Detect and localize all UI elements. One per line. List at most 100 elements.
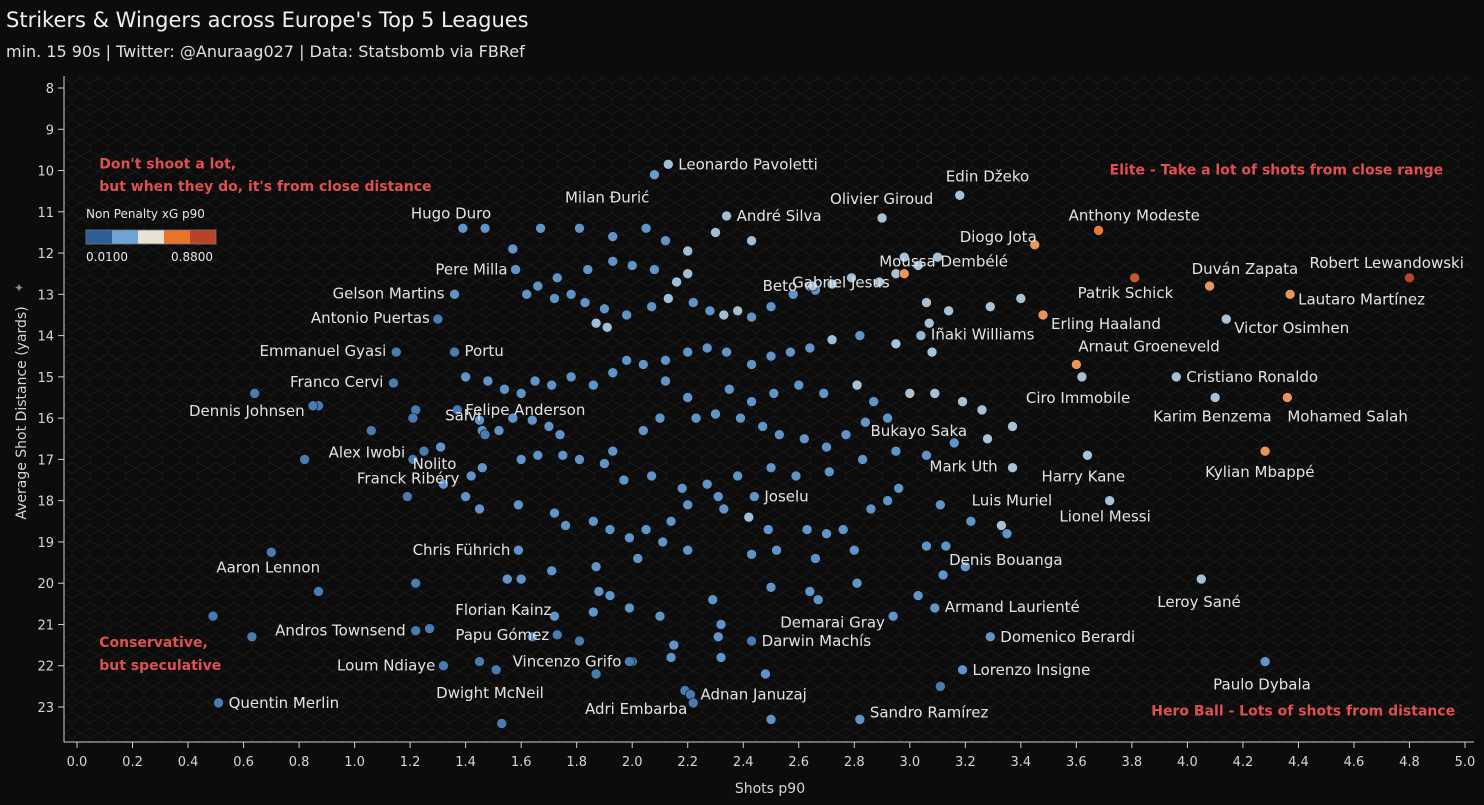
scatter-point[interactable]	[790, 470, 802, 482]
scatter-point[interactable]	[626, 260, 638, 271]
scatter-point-labeled[interactable]	[513, 544, 524, 556]
scatter-point[interactable]	[579, 297, 591, 308]
scatter-point[interactable]	[785, 346, 796, 358]
scatter-point[interactable]	[762, 524, 774, 535]
scatter-point[interactable]	[923, 317, 935, 329]
scatter-point[interactable]	[671, 276, 682, 288]
scatter-point[interactable]	[529, 375, 541, 387]
scatter-point-labeled[interactable]	[1093, 225, 1104, 236]
scatter-point-labeled[interactable]	[915, 330, 927, 341]
scatter-point-labeled[interactable]	[452, 404, 463, 416]
scatter-point[interactable]	[710, 408, 721, 420]
scatter-point[interactable]	[857, 454, 868, 465]
scatter-point[interactable]	[926, 346, 938, 358]
scatter-point-labeled[interactable]	[649, 169, 660, 180]
scatter-point[interactable]	[599, 458, 610, 469]
scatter-point[interactable]	[804, 342, 816, 354]
scatter-point[interactable]	[935, 681, 946, 692]
scatter-point-labeled[interactable]	[551, 629, 563, 641]
scatter-point[interactable]	[690, 412, 702, 424]
scatter-point[interactable]	[823, 466, 835, 478]
scatter-point[interactable]	[787, 289, 799, 300]
scatter-point[interactable]	[588, 606, 599, 618]
scatter-point[interactable]	[746, 235, 757, 246]
scatter-point-labeled[interactable]	[1082, 449, 1093, 461]
scatter-point[interactable]	[837, 524, 849, 535]
scatter-point-labeled[interactable]	[266, 546, 277, 558]
scatter-point[interactable]	[410, 577, 421, 589]
scatter-point[interactable]	[532, 449, 544, 461]
scatter-point[interactable]	[948, 437, 960, 449]
scatter-point[interactable]	[474, 656, 485, 667]
scatter-point[interactable]	[985, 301, 996, 313]
scatter-point[interactable]	[521, 289, 533, 300]
scatter-point-labeled[interactable]	[490, 664, 502, 676]
scatter-point[interactable]	[499, 383, 510, 395]
scatter-point[interactable]	[549, 507, 560, 519]
scatter-point-labeled[interactable]	[624, 656, 635, 667]
scatter-point[interactable]	[604, 590, 616, 601]
scatter-point-labeled[interactable]	[1209, 392, 1221, 403]
scatter-point[interactable]	[746, 396, 757, 407]
scatter-point-labeled[interactable]	[1076, 371, 1088, 383]
scatter-point[interactable]	[821, 528, 832, 539]
scatter-point[interactable]	[588, 515, 599, 527]
scatter-point-labeled[interactable]	[854, 714, 866, 725]
scatter-point[interactable]	[868, 396, 880, 407]
scatter-point-labeled[interactable]	[390, 346, 402, 358]
scatter-point[interactable]	[460, 491, 471, 502]
scatter-point[interactable]	[546, 565, 557, 577]
scatter-point[interactable]	[507, 243, 519, 255]
scatter-point[interactable]	[482, 375, 494, 387]
scatter-point[interactable]	[854, 330, 866, 341]
scatter-point-labeled[interactable]	[435, 441, 446, 453]
scatter-point[interactable]	[513, 499, 524, 511]
scatter-point[interactable]	[957, 396, 968, 407]
scatter-point[interactable]	[704, 305, 716, 317]
scatter-point[interactable]	[640, 524, 652, 535]
scatter-point[interactable]	[554, 429, 566, 440]
scatter-point-labeled[interactable]	[479, 429, 491, 440]
scatter-point-labeled[interactable]	[1282, 392, 1293, 403]
scatter-point-labeled[interactable]	[213, 697, 224, 709]
scatter-point[interactable]	[682, 245, 694, 257]
scatter-point[interactable]	[660, 355, 671, 366]
scatter-point[interactable]	[574, 635, 585, 647]
scatter-point[interactable]	[638, 425, 649, 436]
scatter-point-labeled[interactable]	[449, 289, 460, 300]
scatter-point[interactable]	[746, 549, 757, 560]
scatter-point[interactable]	[662, 293, 674, 304]
scatter-point[interactable]	[799, 433, 810, 445]
scatter-point[interactable]	[882, 412, 893, 424]
scatter-point[interactable]	[865, 503, 877, 515]
scatter-point-labeled[interactable]	[1204, 280, 1215, 292]
scatter-point[interactable]	[771, 544, 782, 556]
scatter-point[interactable]	[929, 388, 941, 399]
scatter-point[interactable]	[460, 371, 471, 383]
scatter-point-labeled[interactable]	[1029, 239, 1041, 251]
scatter-point[interactable]	[682, 392, 694, 403]
scatter-point-labeled[interactable]	[687, 697, 699, 709]
scatter-point[interactable]	[476, 462, 488, 473]
scatter-point[interactable]	[840, 429, 852, 440]
scatter-point[interactable]	[724, 383, 735, 395]
scatter-point[interactable]	[826, 278, 838, 290]
scatter-point[interactable]	[604, 524, 616, 535]
scatter-point[interactable]	[846, 272, 857, 284]
scatter-point[interactable]	[640, 223, 652, 234]
scatter-point[interactable]	[660, 235, 671, 246]
scatter-point[interactable]	[621, 309, 632, 321]
scatter-point[interactable]	[921, 297, 932, 308]
scatter-point[interactable]	[593, 586, 605, 597]
scatter-point[interactable]	[890, 445, 902, 457]
scatter-point-labeled[interactable]	[812, 594, 824, 606]
scatter-point[interactable]	[665, 652, 677, 663]
scatter-point[interactable]	[976, 404, 988, 416]
scatter-point-labeled[interactable]	[438, 660, 449, 672]
scatter-point[interactable]	[549, 293, 560, 304]
scatter-point[interactable]	[732, 305, 743, 317]
scatter-point-labeled[interactable]	[807, 280, 818, 292]
scatter-point[interactable]	[660, 375, 671, 387]
scatter-point[interactable]	[207, 610, 219, 622]
scatter-point-labeled[interactable]	[1129, 272, 1140, 284]
